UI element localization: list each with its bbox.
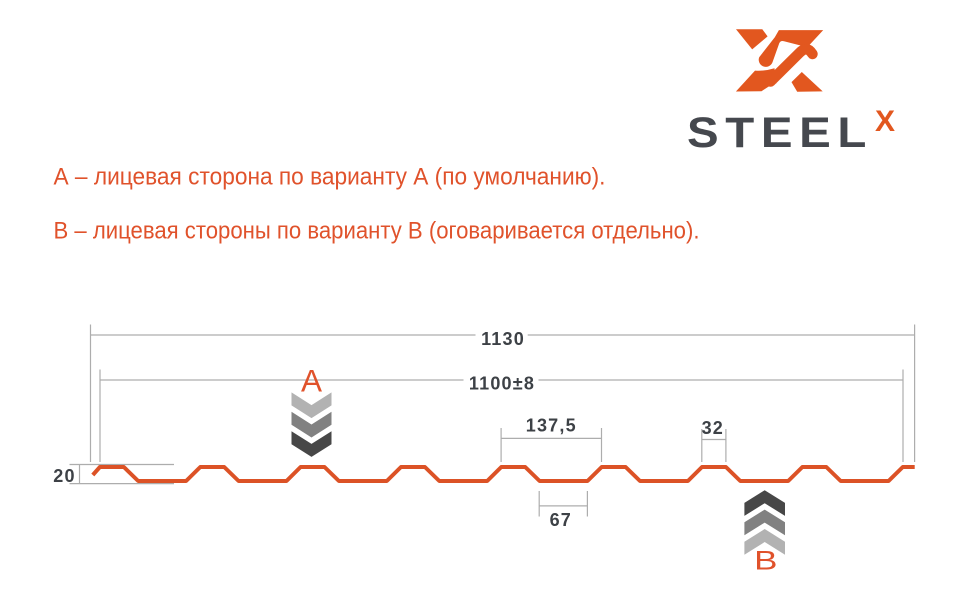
- svg-text:B: B: [754, 546, 777, 576]
- svg-text:20: 20: [53, 466, 75, 486]
- svg-text:STEEL: STEEL: [687, 109, 873, 157]
- svg-text:1100±8: 1100±8: [469, 374, 535, 394]
- svg-text:32: 32: [702, 418, 724, 438]
- svg-text:А – лицевая сторона по вариант: А – лицевая сторона по варианту А (по ум…: [54, 164, 606, 191]
- svg-text:67: 67: [550, 510, 572, 530]
- svg-text:1130: 1130: [481, 329, 525, 349]
- svg-text:В – лицевая стороны по вариант: В – лицевая стороны по варианту В (огова…: [54, 218, 700, 245]
- svg-text:A: A: [301, 363, 322, 399]
- svg-text:X: X: [875, 105, 895, 138]
- svg-text:137,5: 137,5: [526, 416, 577, 436]
